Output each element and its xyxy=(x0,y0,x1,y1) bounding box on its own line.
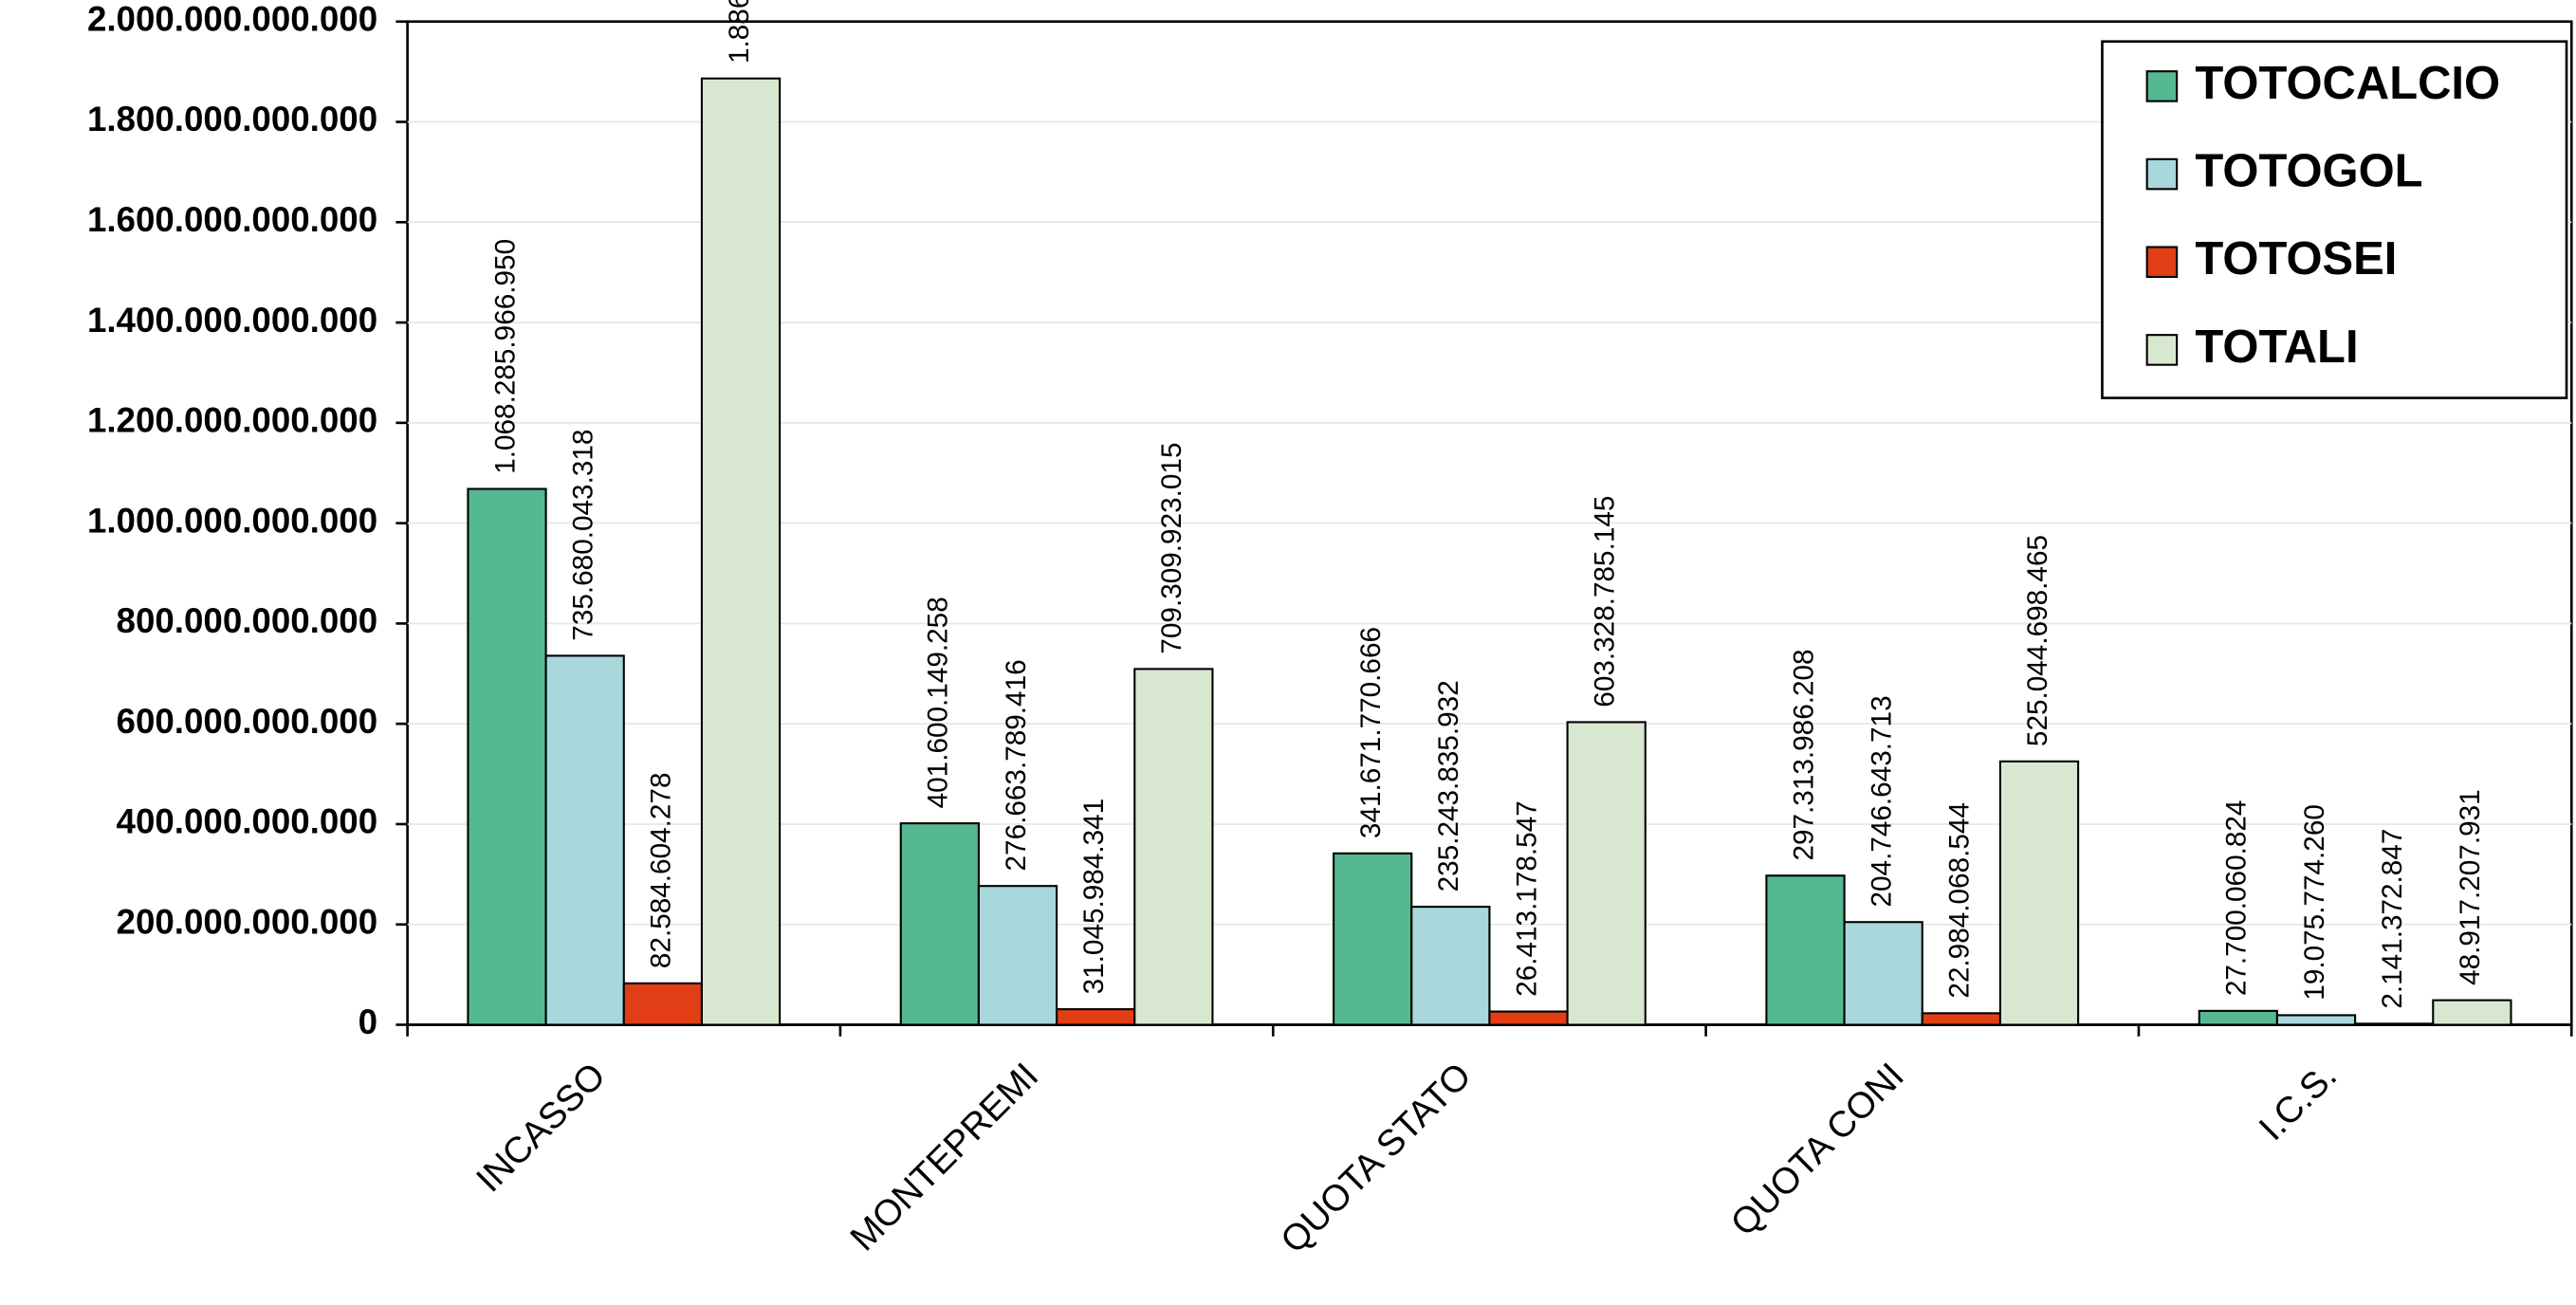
value-label: 22.984.068.544 xyxy=(1944,802,1976,999)
legend-swatch xyxy=(2145,334,2179,366)
y-tick-label: 2.000.000.000.000 xyxy=(87,0,377,38)
value-label: 235.243.835.932 xyxy=(1433,680,1464,891)
y-tick-label: 200.000.000.000 xyxy=(117,902,378,941)
legend-label: TOTALI xyxy=(2195,322,2358,373)
y-tick-label: 1.000.000.000.000 xyxy=(87,501,377,540)
value-label: 735.680.043.318 xyxy=(568,430,599,641)
legend-box xyxy=(2101,40,2568,399)
x-tick-label: MONTEPREMI xyxy=(842,1056,1046,1259)
bar xyxy=(2354,1022,2435,1026)
bar xyxy=(700,77,782,1026)
bar xyxy=(544,654,625,1026)
y-tick-label: 600.000.000.000 xyxy=(117,702,378,741)
bar xyxy=(622,982,703,1026)
bar xyxy=(1056,1008,1136,1026)
value-label: 401.600.149.258 xyxy=(923,597,954,808)
value-label: 48.917.207.931 xyxy=(2455,789,2486,985)
x-tick-label: INCASSO xyxy=(469,1056,614,1201)
legend-label: TOTOGOL xyxy=(2195,146,2422,197)
value-label: 297.313.986.208 xyxy=(1788,649,1819,860)
bar xyxy=(2198,1009,2278,1026)
bar xyxy=(2432,999,2512,1026)
value-label: 19.075.774.260 xyxy=(2299,804,2330,1001)
y-tick-label: 0 xyxy=(359,1002,377,1041)
bar xyxy=(1921,1012,2001,1026)
value-label: 1.886.550.614.556 xyxy=(724,0,755,64)
bar xyxy=(1843,921,1923,1026)
x-tick-label: QUOTA STATO xyxy=(1273,1056,1479,1261)
bar xyxy=(1765,874,1846,1026)
value-label: 1.068.285.966.950 xyxy=(489,239,521,474)
y-tick-label: 1.400.000.000.000 xyxy=(87,301,377,340)
value-label: 2.141.372.847 xyxy=(2377,829,2408,1009)
bar xyxy=(2275,1014,2357,1026)
legend-swatch xyxy=(2145,246,2179,279)
bar xyxy=(1566,721,1647,1026)
bar xyxy=(1133,668,1214,1026)
x-tick-label: QUOTA CONI xyxy=(1723,1056,1912,1244)
bar xyxy=(977,885,1058,1026)
y-tick-label: 1.200.000.000.000 xyxy=(87,401,377,440)
value-label: 341.671.770.666 xyxy=(1355,627,1387,838)
legend-swatch xyxy=(2145,157,2179,191)
bar xyxy=(467,487,547,1026)
value-label: 276.663.789.416 xyxy=(1001,659,1032,871)
y-tick-label: 800.000.000.000 xyxy=(117,601,378,640)
value-label: 31.045.984.341 xyxy=(1078,799,1110,995)
value-label: 82.584.604.278 xyxy=(646,773,677,969)
legend-swatch xyxy=(2145,70,2179,102)
bar xyxy=(899,822,980,1026)
value-label: 204.746.643.713 xyxy=(1867,695,1898,907)
value-label: 709.309.923.015 xyxy=(1156,443,1187,654)
value-label: 26.413.178.547 xyxy=(1511,800,1542,997)
value-label: 27.700.060.824 xyxy=(2221,800,2253,997)
value-label: 603.328.785.145 xyxy=(1590,496,1621,708)
value-label: 525.044.698.465 xyxy=(2022,535,2053,746)
legend-label: TOTOSEI xyxy=(2195,233,2397,285)
bar xyxy=(1998,760,2080,1026)
x-tick-label: I.C.S. xyxy=(2252,1056,2345,1149)
legend-label: TOTOCALCIO xyxy=(2195,58,2500,109)
bar xyxy=(1488,1010,1569,1026)
y-tick-label: 400.000.000.000 xyxy=(117,802,378,841)
bar xyxy=(1410,906,1491,1026)
y-tick-label: 1.800.000.000.000 xyxy=(87,100,377,138)
bar xyxy=(1333,852,1413,1026)
y-tick-label: 1.600.000.000.000 xyxy=(87,200,377,239)
